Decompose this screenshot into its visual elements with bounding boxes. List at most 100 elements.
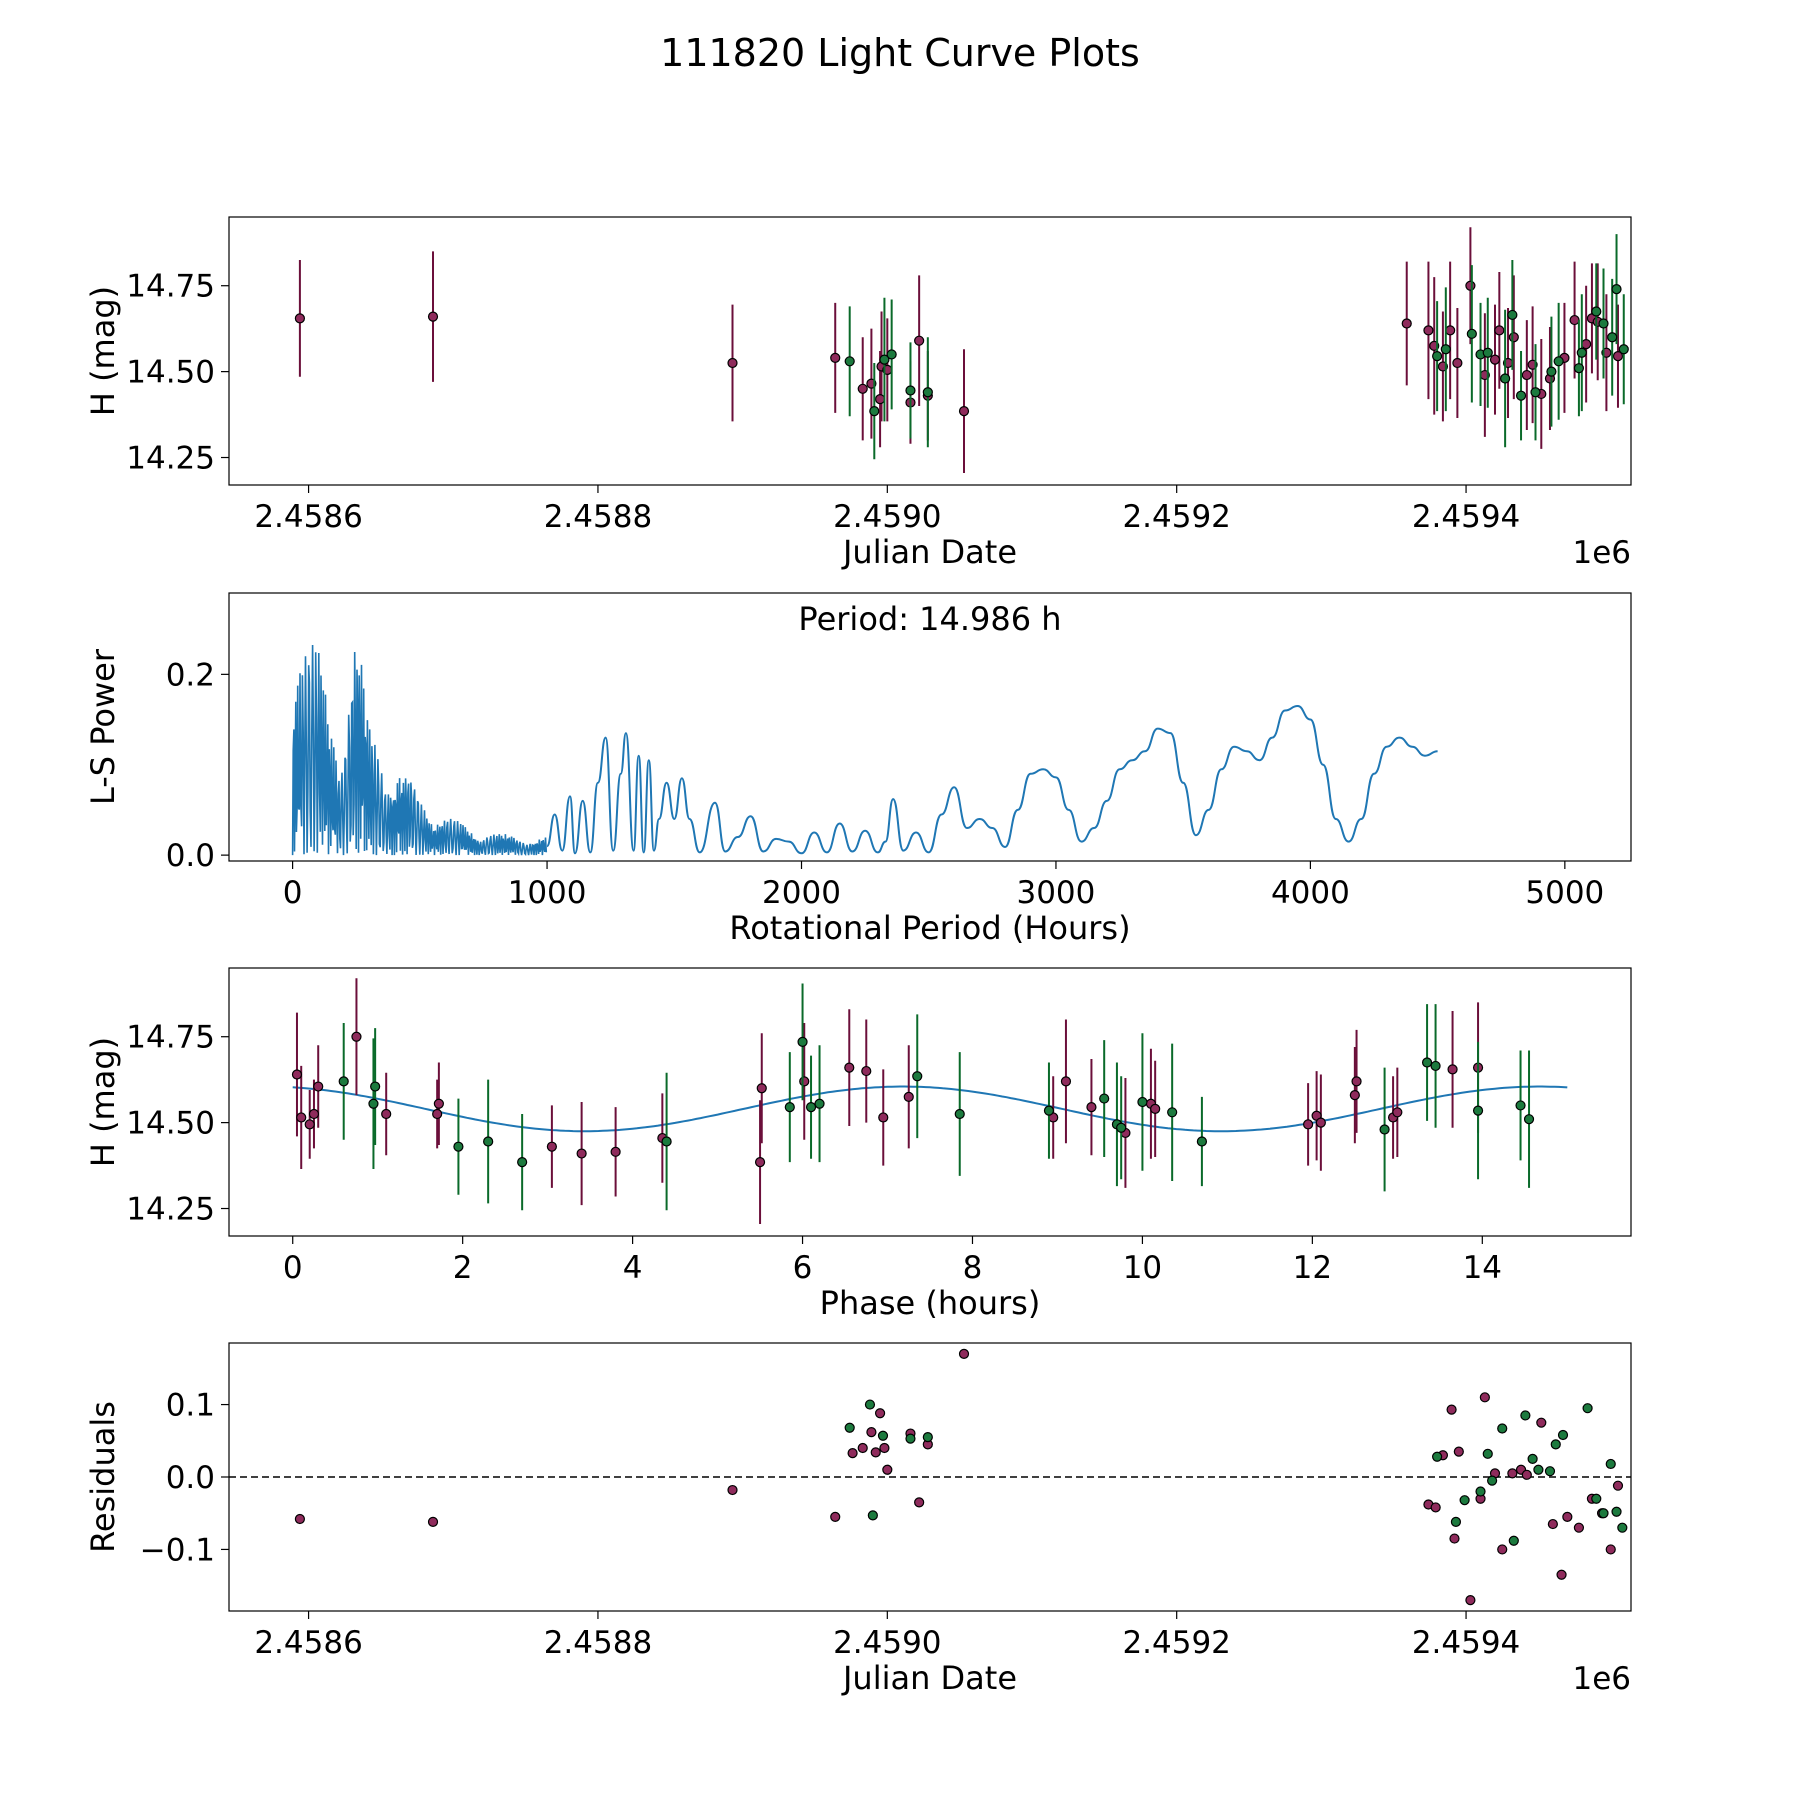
phased-band_a-point xyxy=(291,1069,303,1080)
residuals-ylabel: Residuals xyxy=(84,1401,122,1553)
phased-axes-frame xyxy=(228,967,1632,1237)
residuals-band_b-point xyxy=(1611,1506,1622,1517)
residuals-band_a-point xyxy=(1573,1522,1585,1533)
lightcurve-band_a-point xyxy=(1494,325,1505,336)
phased-ytick-label: 14.75 xyxy=(126,1020,215,1056)
lightcurve-band_a-point xyxy=(914,335,925,346)
phased-band_b-point xyxy=(1472,1105,1484,1116)
periodogram-xtick-label: 4000 xyxy=(1271,875,1350,911)
phased-band_a-point xyxy=(1447,1064,1458,1075)
residuals-band_b-point xyxy=(844,1422,855,1433)
periodogram-xtick-label: 0 xyxy=(283,875,303,911)
lightcurve-band_b-point xyxy=(869,406,880,417)
phased-panel: 0 2 4 6 8 10 12 14 14.25 14.50 14.75 Phase (hours)… xyxy=(84,967,1632,1322)
lightcurve-band_a-point xyxy=(1508,332,1519,343)
residuals-ytick-label: −0.1 xyxy=(140,1532,215,1568)
phased-band_b-point xyxy=(1043,1105,1055,1116)
phased-band_a-point xyxy=(308,1108,320,1120)
residuals-xtick-label: 2.4588 xyxy=(544,1625,652,1661)
residuals-axes-frame xyxy=(228,1342,1632,1612)
phased-band_b-point xyxy=(805,1102,817,1113)
phased-band_a-point xyxy=(1351,1076,1362,1087)
residuals-panel: 2.4586 2.4588 2.4590 2.4592 2.4594 −0.1 0.0 0.1… xyxy=(84,1342,1632,1697)
phased-ytick-label: 14.25 xyxy=(126,1192,215,1228)
lightcurve-data-layer xyxy=(294,227,1629,473)
phased-band_b-point xyxy=(517,1157,528,1168)
lightcurve-xtick-label: 2.4590 xyxy=(833,499,941,535)
phased-band_a-point xyxy=(878,1112,889,1123)
phased-band_b-point xyxy=(814,1098,825,1109)
phased-band_a-point xyxy=(861,1065,872,1077)
phased-band_a-point xyxy=(754,1157,766,1168)
periodogram-data-layer xyxy=(291,644,1438,857)
lightcurve-band_b-point xyxy=(1618,344,1629,355)
lightcurve-ytick-label: 14.25 xyxy=(126,441,215,477)
phased-band_b-point xyxy=(1523,1114,1535,1125)
residuals-band_b-point xyxy=(1520,1410,1531,1421)
residuals-band_b-point xyxy=(1582,1403,1593,1414)
residuals-band_a-point xyxy=(1556,1569,1567,1580)
residuals-band_a-point xyxy=(1547,1518,1558,1530)
phased-band_a-point xyxy=(1392,1107,1403,1118)
phased-band_a-point xyxy=(844,1062,855,1073)
lightcurve-band_a-point xyxy=(727,357,738,369)
phased-band_a-point xyxy=(313,1081,324,1092)
phased-band_a-point xyxy=(296,1112,307,1123)
lightcurve-band_a-point xyxy=(1521,369,1532,381)
residuals-band_a-point xyxy=(294,1513,305,1525)
phased-band_a-point xyxy=(546,1141,557,1152)
residuals-band_b-point xyxy=(1617,1522,1628,1533)
phased-xtick-label: 8 xyxy=(963,1250,983,1286)
residuals-band_a-point xyxy=(1612,1480,1624,1491)
periodogram-xtick-label: 3000 xyxy=(1016,875,1095,911)
phased-band_b-point xyxy=(954,1108,965,1120)
phased-band_a-point xyxy=(903,1091,914,1102)
phased-ylabel: H (mag) xyxy=(84,1037,122,1167)
residuals-band_a-point xyxy=(1479,1392,1490,1403)
residuals-xlabel: Julian Date xyxy=(841,1659,1017,1697)
lightcurve-band_a-point xyxy=(1581,339,1592,350)
phased-band_b-point xyxy=(453,1141,464,1152)
periodogram-ytick-label: 0.0 xyxy=(166,838,215,874)
periodogram-ytick-label: 0.2 xyxy=(166,657,215,693)
lightcurve-band_b-point xyxy=(1591,306,1602,317)
phased-band_a-point xyxy=(799,1076,810,1087)
residuals-band_a-point xyxy=(1497,1544,1508,1555)
residuals-band_a-point xyxy=(958,1348,970,1359)
periodogram-xtick-label: 1000 xyxy=(508,875,587,911)
residuals-band_a-point xyxy=(874,1408,886,1419)
residuals-ytick-label: 0.1 xyxy=(166,1388,215,1424)
phased-band_b-point xyxy=(784,1102,795,1113)
residuals-band_a-point xyxy=(857,1442,868,1454)
residuals-band_b-point xyxy=(1591,1493,1602,1504)
lightcurve-band_a-point xyxy=(857,383,868,394)
phased-xlabel: Phase (hours) xyxy=(820,1284,1041,1322)
residuals-band_b-point xyxy=(864,1399,876,1410)
lightcurve-band_a-point xyxy=(1452,357,1463,369)
periodogram-panel: 0 1000 2000 3000 4000 5000 0.0 0.2 Rotational P… xyxy=(84,592,1632,947)
lightcurve-band_a-point xyxy=(874,394,886,405)
lightcurve-offset-text: 1e6 xyxy=(1572,535,1631,571)
phased-band_b-point xyxy=(1167,1107,1178,1118)
residuals-band_a-point xyxy=(1430,1502,1441,1513)
lightcurve-axes-frame xyxy=(228,216,1632,486)
residuals-band_b-point xyxy=(1557,1429,1569,1441)
periodogram-smooth-line xyxy=(546,704,1438,855)
residuals-band_a-point xyxy=(879,1442,890,1454)
residuals-band_b-point xyxy=(1432,1451,1443,1462)
phased-band_a-point xyxy=(610,1146,621,1157)
phased-band_a-point xyxy=(304,1119,315,1130)
lightcurve-band_b-point xyxy=(1500,373,1511,384)
lightcurve-band_a-point xyxy=(1423,325,1434,336)
lightcurve-band_b-point xyxy=(1546,366,1557,377)
residuals-band_a-point xyxy=(1465,1595,1476,1606)
residuals-band_b-point xyxy=(1497,1423,1508,1434)
phased-band_a-point xyxy=(381,1108,392,1120)
lightcurve-band_b-point xyxy=(1611,284,1622,295)
residuals-band_a-point xyxy=(1605,1544,1616,1555)
lightcurve-band_b-point xyxy=(879,354,890,365)
lightcurve-xlabel: Julian Date xyxy=(841,533,1017,571)
periodogram-dense-line xyxy=(291,644,548,857)
phased-xtick-label: 2 xyxy=(453,1250,473,1286)
lightcurve-band_a-point xyxy=(1445,325,1456,336)
